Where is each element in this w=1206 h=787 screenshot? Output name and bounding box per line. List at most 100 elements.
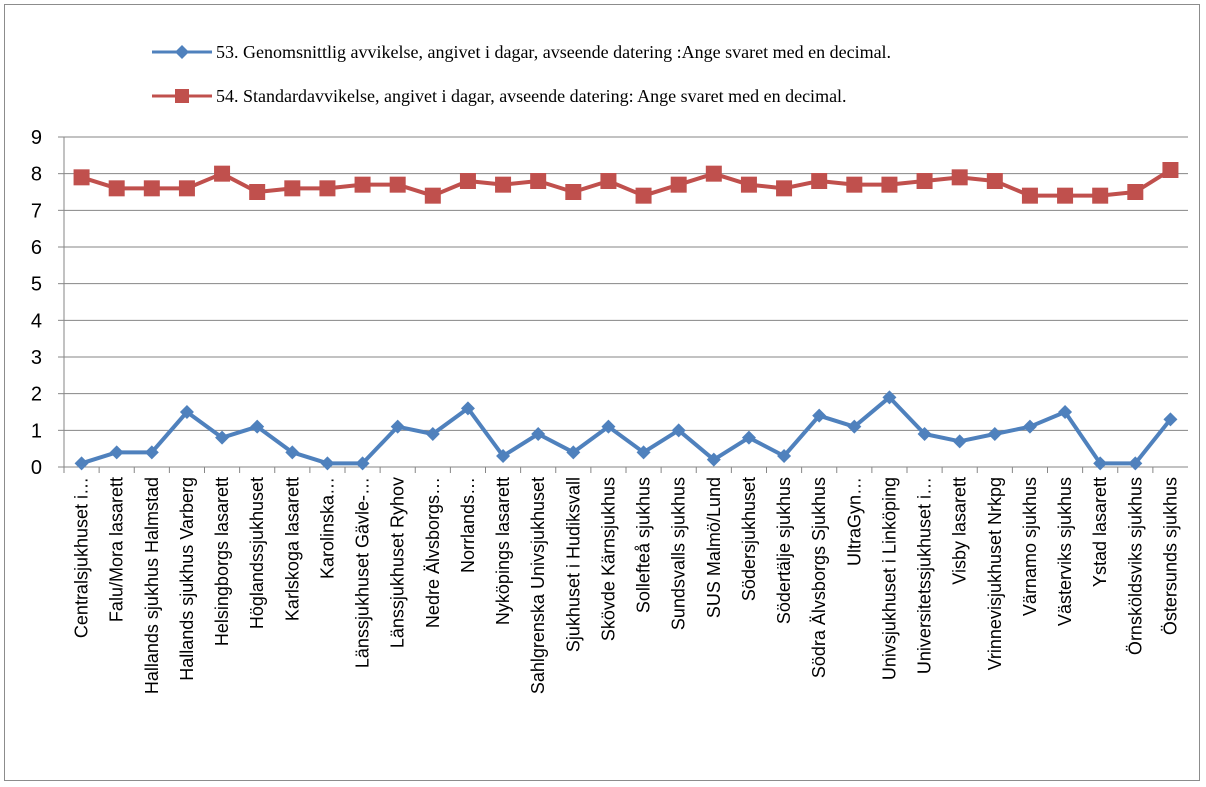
data-point-diamond bbox=[425, 427, 440, 441]
data-point-square bbox=[108, 180, 125, 197]
data-point-square bbox=[986, 173, 1003, 189]
data-point-diamond bbox=[1128, 456, 1143, 471]
x-tick-label: Norrlands… bbox=[458, 477, 478, 573]
x-tick-label: Sjukhuset i Hudiksvall bbox=[563, 477, 583, 652]
x-tick-label: Sollefteå sjukhus bbox=[634, 477, 654, 613]
data-point-square bbox=[565, 184, 582, 200]
data-point-diamond bbox=[952, 434, 967, 449]
data-point-diamond bbox=[987, 427, 1002, 441]
x-tick-label: Helsingborgs lasarett bbox=[212, 477, 232, 646]
x-tick-label: Höglandssjukhuset bbox=[247, 477, 267, 629]
data-point-diamond bbox=[460, 401, 475, 416]
data-point-square bbox=[1162, 162, 1179, 178]
x-tick-label: Nyköpings lasarett bbox=[493, 477, 513, 625]
data-point-square bbox=[600, 173, 617, 189]
data-point-square bbox=[178, 180, 195, 197]
x-tick-label: Karlskoga lasarett bbox=[282, 477, 302, 621]
data-point-square bbox=[740, 176, 757, 193]
data-point-square bbox=[354, 176, 371, 193]
x-tick-label: Örnsköldsviks sjukhus bbox=[1125, 477, 1145, 655]
x-tick-label: Skövde Kärnsjukhus bbox=[598, 477, 618, 641]
data-point-square bbox=[389, 176, 406, 193]
x-tick-label: Länssjukhuset Ryhov bbox=[388, 477, 408, 648]
y-tick-label: 4 bbox=[31, 310, 42, 332]
x-tick-label: Sundsvalls sjukhus bbox=[669, 477, 689, 630]
data-point-diamond bbox=[882, 390, 897, 405]
x-tick-label: Södra Älvsborgs Sjukhus bbox=[809, 477, 829, 678]
data-point-square bbox=[249, 184, 266, 200]
data-point-square bbox=[1057, 187, 1074, 204]
data-point-diamond bbox=[847, 419, 862, 434]
data-point-square bbox=[495, 176, 512, 193]
data-point-square bbox=[916, 173, 933, 189]
data-point-diamond bbox=[812, 408, 827, 423]
x-tick-label: Södersjukhuset bbox=[739, 477, 759, 601]
data-point-diamond bbox=[144, 445, 159, 460]
x-tick-label: Hallands sjukhus Halmstad bbox=[142, 477, 162, 694]
chart-frame bbox=[4, 4, 1200, 781]
y-tick-label: 3 bbox=[31, 347, 42, 369]
data-point-diamond bbox=[320, 456, 335, 471]
data-point-diamond bbox=[390, 419, 405, 434]
data-point-square bbox=[284, 180, 301, 197]
data-point-diamond bbox=[636, 445, 651, 460]
x-tick-label: SUS Malmö/Lund bbox=[704, 477, 724, 618]
legend: 53. Genomsnittlig avvikelse, angivet i d… bbox=[150, 30, 1150, 118]
x-tick-label: Södertälje sjukhus bbox=[774, 477, 794, 624]
y-tick-label: 9 bbox=[31, 127, 42, 149]
data-point-square bbox=[530, 173, 547, 189]
y-tick-label: 0 bbox=[31, 457, 42, 479]
legend-label-series-53: 53. Genomsnittlig avvikelse, angivet i d… bbox=[216, 41, 892, 62]
data-point-square bbox=[705, 165, 722, 182]
data-point-diamond bbox=[109, 445, 124, 460]
x-tick-label: Karolinska… bbox=[317, 477, 337, 579]
data-point-square bbox=[319, 180, 336, 197]
data-point-square bbox=[143, 180, 160, 197]
x-tick-label: Västerviks sjukhus bbox=[1055, 477, 1075, 626]
data-point-diamond bbox=[531, 427, 546, 441]
x-tick-label: Ystad lasarett bbox=[1090, 477, 1110, 587]
x-tick-label: UltraGyn… bbox=[844, 477, 864, 566]
y-tick-label: 7 bbox=[31, 200, 42, 222]
x-tick-label: Sahlgrenska Univsjukhuset bbox=[528, 477, 548, 694]
data-point-square bbox=[424, 187, 441, 204]
series-line-53 bbox=[80, 395, 1173, 466]
data-point-square bbox=[1092, 187, 1109, 204]
data-point-diamond bbox=[215, 430, 230, 445]
x-tick-label: Hallands sjukhus Varberg bbox=[177, 477, 197, 681]
data-point-square bbox=[776, 180, 793, 197]
x-tick-label: Vrinnevisjukhuset Nrkpg bbox=[985, 477, 1005, 670]
x-tick-label: Visby lasarett bbox=[950, 477, 970, 585]
data-point-diamond bbox=[566, 445, 581, 460]
x-tick-label: Universitetssjukhuset i… bbox=[915, 477, 935, 674]
y-tick-label: 1 bbox=[31, 420, 42, 442]
data-point-square bbox=[846, 176, 863, 193]
data-point-diamond bbox=[671, 423, 686, 438]
data-point-diamond bbox=[179, 405, 194, 419]
legend-label-series-54: 54. Standardavvikelse, angivet i dagar, … bbox=[216, 85, 847, 106]
data-point-square bbox=[881, 176, 898, 193]
x-tick-label: Nedre Älvsborgs… bbox=[423, 477, 443, 628]
x-tick-label: Falu/Mora lasarett bbox=[107, 477, 127, 622]
data-point-square bbox=[951, 169, 968, 186]
data-point-square bbox=[670, 176, 687, 193]
data-point-diamond bbox=[496, 449, 511, 463]
legend-swatch-diamond-icon bbox=[150, 42, 214, 62]
legend-item-series-54: 54. Standardavvikelse, angivet i dagar, … bbox=[150, 74, 1150, 118]
data-point-diamond bbox=[777, 449, 792, 463]
x-tick-label: Östersunds sjukhus bbox=[1160, 477, 1180, 635]
x-tick-label: Länssjukhuset Gävle-… bbox=[353, 477, 373, 668]
data-point-square bbox=[73, 169, 90, 186]
data-point-square bbox=[214, 165, 231, 182]
x-tick-label: Univsjukhuset i Linköping bbox=[879, 477, 899, 680]
y-tick-label: 5 bbox=[31, 274, 42, 296]
y-tick-label: 8 bbox=[31, 164, 42, 186]
y-tick-label: 6 bbox=[31, 237, 42, 259]
data-point-square bbox=[635, 187, 652, 204]
data-point-diamond bbox=[601, 419, 616, 434]
data-point-diamond bbox=[74, 456, 89, 471]
data-point-diamond bbox=[1022, 419, 1037, 434]
data-point-diamond bbox=[1163, 412, 1178, 427]
data-point-diamond bbox=[1058, 405, 1073, 419]
